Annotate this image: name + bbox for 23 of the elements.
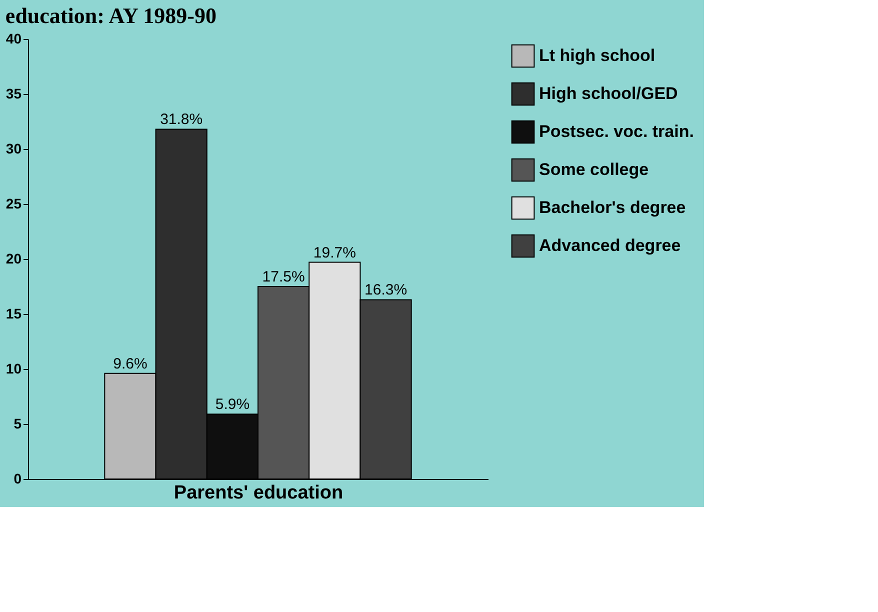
y-tick-label: 40 — [6, 30, 22, 46]
data-label: 5.9% — [215, 396, 250, 414]
data-label: 19.7% — [313, 244, 356, 262]
y-tick-label: 0 — [14, 470, 22, 486]
y-tick-label: 10 — [6, 360, 22, 376]
legend-label: Bachelor's degree — [539, 198, 686, 217]
y-tick-label: 20 — [6, 250, 22, 266]
y-tick-label: 15 — [6, 306, 22, 322]
legend-label: Postsec. voc. train. — [539, 122, 694, 141]
y-tick-label: 30 — [6, 140, 22, 156]
legend-label: Some college — [539, 160, 649, 179]
data-label: 17.5% — [262, 268, 305, 286]
legend-label: High school/GED — [539, 84, 678, 103]
data-label: 9.6% — [113, 355, 148, 372]
y-tick-label: 25 — [6, 196, 22, 212]
data-label: 31.8% — [160, 111, 203, 128]
x-axis-title: Parents' education — [174, 482, 344, 504]
chart-title: education: AY 1989-90 — [5, 3, 216, 28]
legend-label: Lt high school — [539, 46, 656, 65]
y-tick-label: 5 — [14, 416, 22, 432]
data-label: 16.3% — [364, 282, 408, 299]
legend-label: Advanced degree — [539, 236, 681, 255]
y-tick-label: 35 — [6, 86, 22, 102]
